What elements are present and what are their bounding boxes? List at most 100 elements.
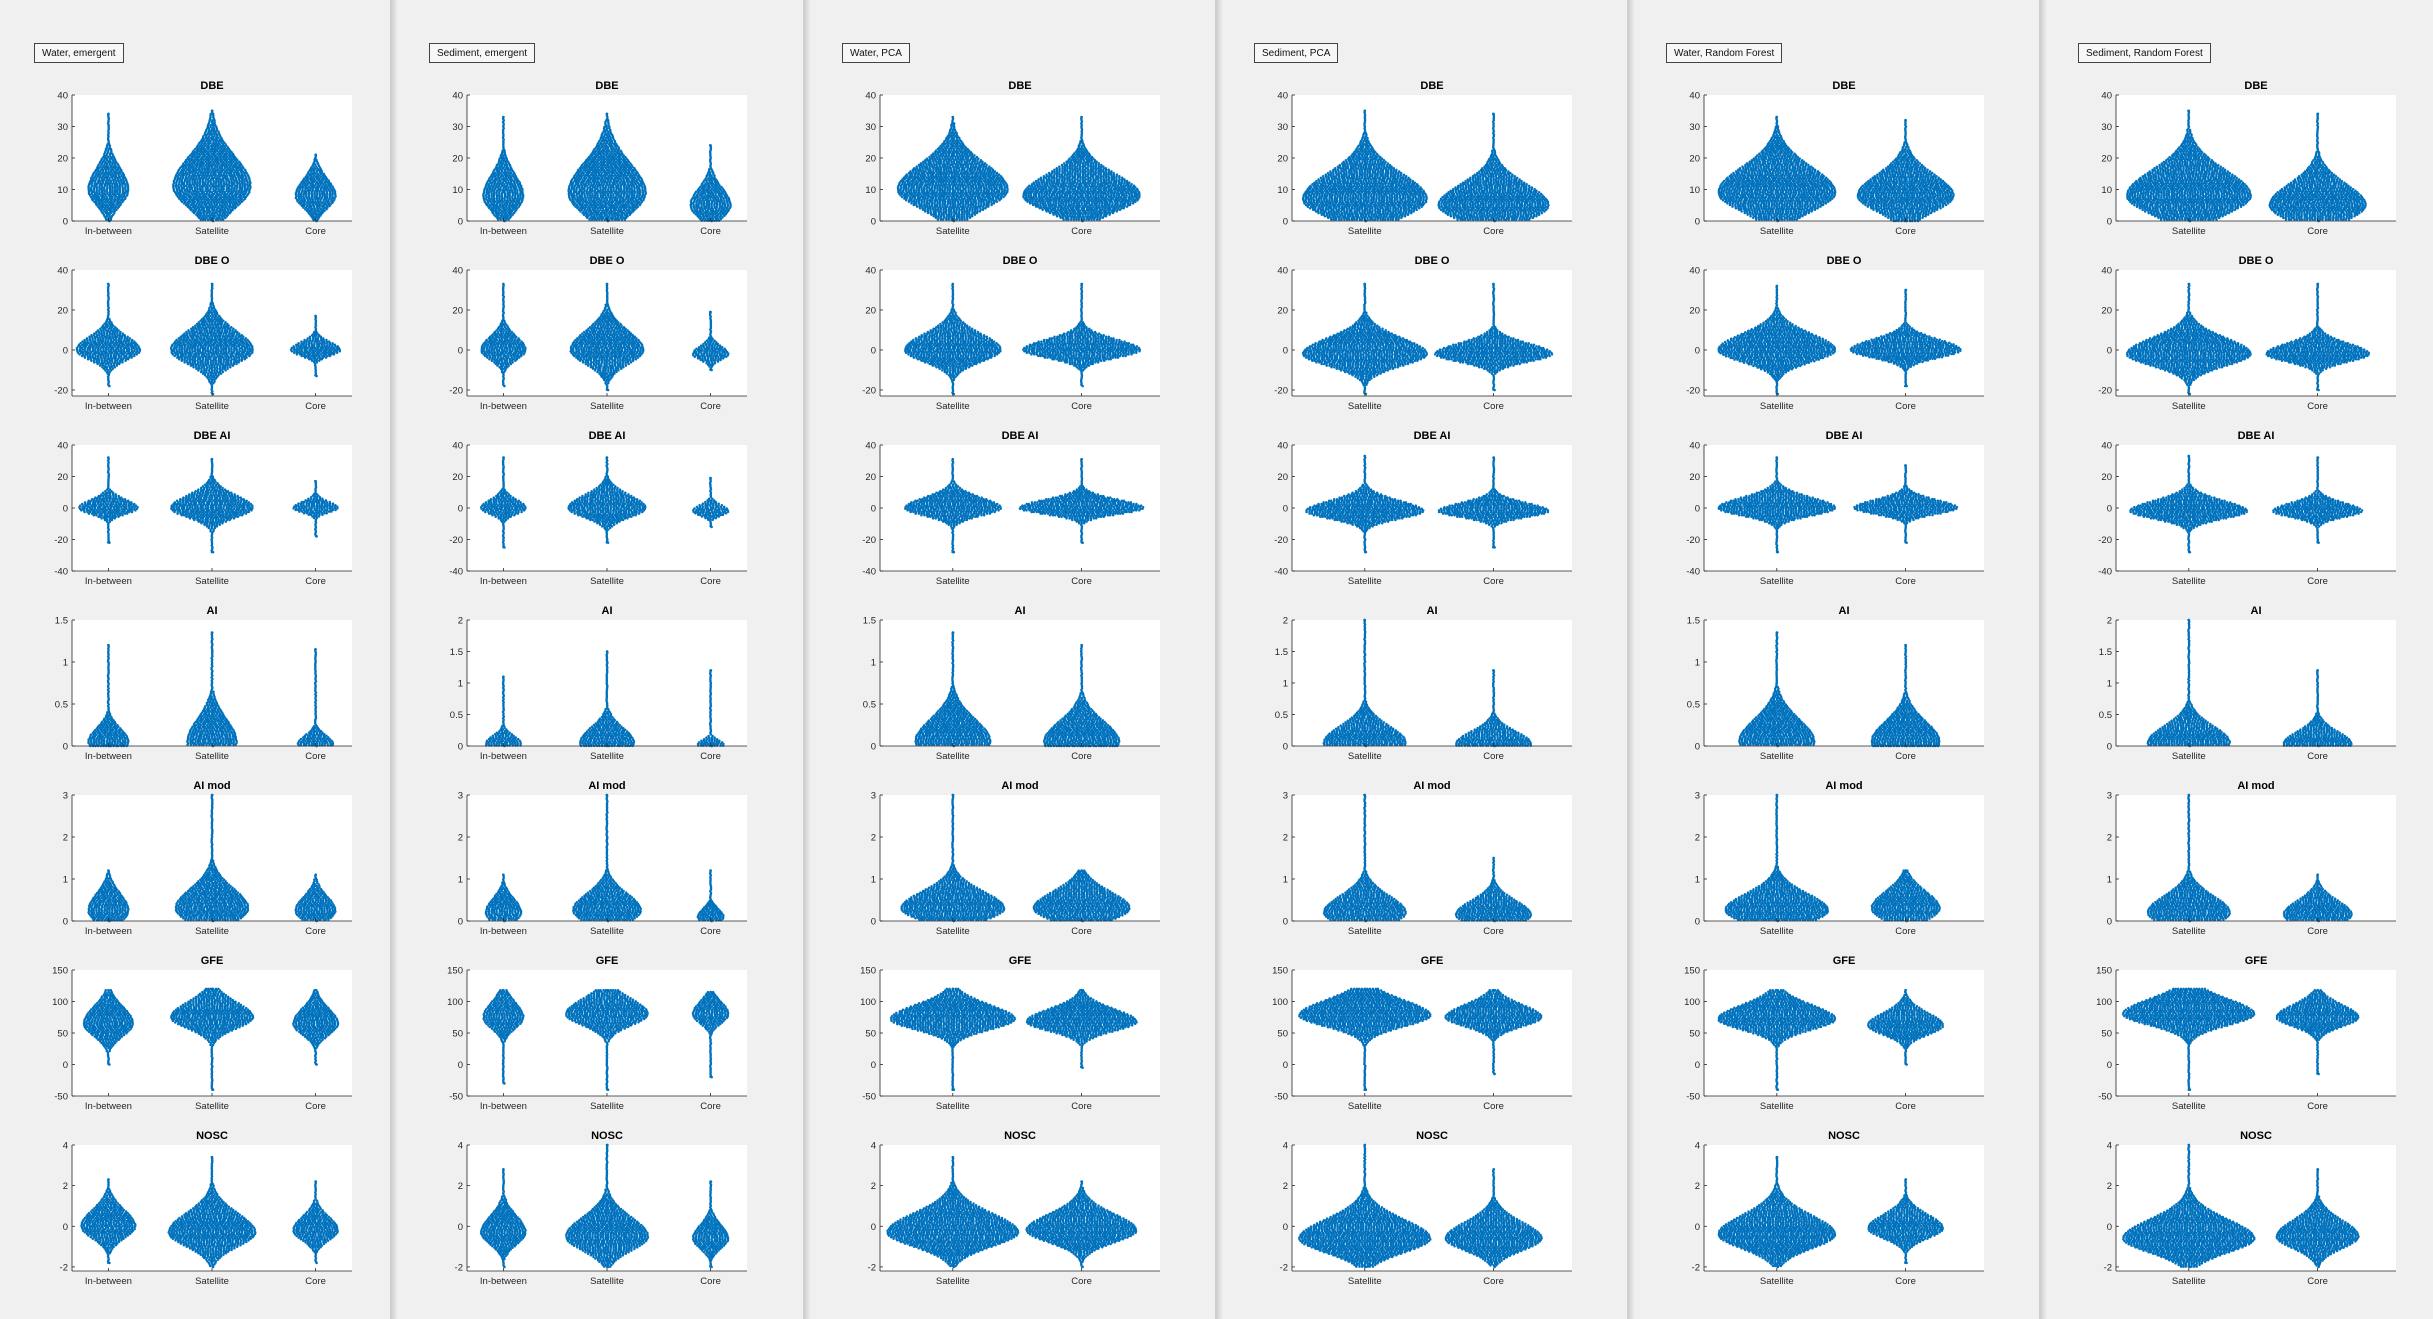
panel-title: DBE: [1008, 80, 1031, 92]
x-tick-label: Core: [1483, 576, 1504, 587]
y-tick-label: 40: [57, 266, 68, 277]
y-tick-label: 40: [57, 441, 68, 452]
x-tick-label: Core: [700, 401, 721, 412]
group-label: Water, Random Forest: [1666, 43, 1782, 63]
x-tick-label: In-between: [85, 751, 132, 762]
x-tick-label: Core: [1071, 1101, 1092, 1112]
y-tick-label: 20: [1689, 472, 1700, 483]
x-tick-label: Satellite: [195, 1276, 229, 1287]
x-tick-label: Core: [305, 401, 326, 412]
x-tick-label: Core: [1895, 226, 1916, 237]
y-tick-label: 20: [1277, 472, 1288, 483]
y-tick-label: 4: [1283, 1141, 1288, 1152]
x-tick-label: Satellite: [2172, 576, 2206, 587]
y-tick-label: 2: [458, 1181, 463, 1192]
y-tick-label: -20: [1274, 535, 1288, 546]
x-tick-label: Satellite: [936, 1276, 970, 1287]
window-shadow: [805, 0, 811, 1319]
y-tick-label: -40: [2098, 567, 2112, 578]
y-tick-label: 0: [63, 1060, 68, 1071]
y-tick-label: 1: [1283, 875, 1288, 886]
y-tick-label: 30: [1689, 122, 1700, 133]
group-label: Sediment, Random Forest: [2078, 43, 2211, 63]
x-tick-label: Core: [1483, 401, 1504, 412]
x-tick-label: Core: [2307, 1101, 2328, 1112]
y-tick-label: -20: [54, 386, 68, 397]
x-tick-label: Core: [1895, 1276, 1916, 1287]
x-tick-label: In-between: [85, 576, 132, 587]
panel-title: DBE AI: [1414, 430, 1451, 442]
x-tick-label: In-between: [85, 401, 132, 412]
x-tick-label: Core: [1895, 401, 1916, 412]
y-tick-label: 150: [2096, 966, 2112, 977]
y-tick-label: 10: [57, 185, 68, 196]
window-shadow: [2041, 0, 2047, 1319]
x-tick-label: Satellite: [936, 576, 970, 587]
window-shadow: [392, 0, 398, 1319]
y-tick-label: -20: [1274, 386, 1288, 397]
y-tick-label: -20: [1686, 535, 1700, 546]
y-tick-label: 2: [1283, 1181, 1288, 1192]
panel-title: GFE: [1009, 955, 1032, 967]
x-tick-label: Core: [2307, 401, 2328, 412]
x-tick-label: Core: [1895, 926, 1916, 937]
x-tick-label: Core: [305, 751, 326, 762]
x-tick-label: Core: [1071, 576, 1092, 587]
x-tick-label: Core: [1483, 226, 1504, 237]
panel-title: AI mod: [1825, 780, 1862, 792]
x-tick-label: Satellite: [1760, 226, 1794, 237]
plot-area: [2116, 620, 2396, 746]
y-tick-label: 2: [1695, 833, 1700, 844]
x-tick-label: Core: [1895, 1101, 1916, 1112]
panel-title: AI mod: [588, 780, 625, 792]
y-tick-label: 20: [865, 154, 876, 165]
x-tick-label: Satellite: [936, 401, 970, 412]
y-tick-label: 3: [1283, 791, 1288, 802]
x-tick-label: Satellite: [1760, 576, 1794, 587]
y-tick-label: -20: [449, 535, 463, 546]
y-tick-label: 1: [458, 679, 463, 690]
x-tick-label: Satellite: [1348, 1101, 1382, 1112]
x-tick-label: Satellite: [1760, 401, 1794, 412]
panel-title: AI: [1427, 605, 1438, 617]
x-tick-label: Satellite: [1760, 751, 1794, 762]
y-tick-label: -20: [2098, 535, 2112, 546]
y-tick-label: 2: [458, 833, 463, 844]
x-tick-label: Core: [2307, 926, 2328, 937]
y-tick-label: 3: [871, 791, 876, 802]
x-tick-label: Satellite: [2172, 226, 2206, 237]
panel-title: NOSC: [2240, 1130, 2272, 1142]
y-tick-label: 10: [1689, 185, 1700, 196]
y-tick-label: 0: [1695, 1060, 1700, 1071]
x-tick-label: Core: [2307, 751, 2328, 762]
panel-title: GFE: [2245, 955, 2268, 967]
y-tick-label: 3: [2107, 791, 2112, 802]
panel-title: GFE: [1833, 955, 1856, 967]
y-tick-label: 10: [1277, 185, 1288, 196]
x-tick-label: In-between: [480, 1101, 527, 1112]
x-tick-label: In-between: [480, 751, 527, 762]
y-tick-label: 20: [2101, 472, 2112, 483]
y-tick-label: 0: [1283, 217, 1288, 228]
y-tick-label: 20: [57, 472, 68, 483]
x-tick-label: Core: [305, 226, 326, 237]
y-tick-label: 1: [2107, 679, 2112, 690]
y-tick-label: -20: [862, 386, 876, 397]
y-tick-label: -20: [2098, 386, 2112, 397]
y-tick-label: 20: [1689, 154, 1700, 165]
y-tick-label: 10: [865, 185, 876, 196]
y-tick-label: 2: [63, 833, 68, 844]
y-tick-label: 100: [52, 997, 68, 1008]
panel-title: NOSC: [196, 1130, 228, 1142]
y-tick-label: 4: [871, 1141, 876, 1152]
x-tick-label: Satellite: [1348, 1276, 1382, 1287]
